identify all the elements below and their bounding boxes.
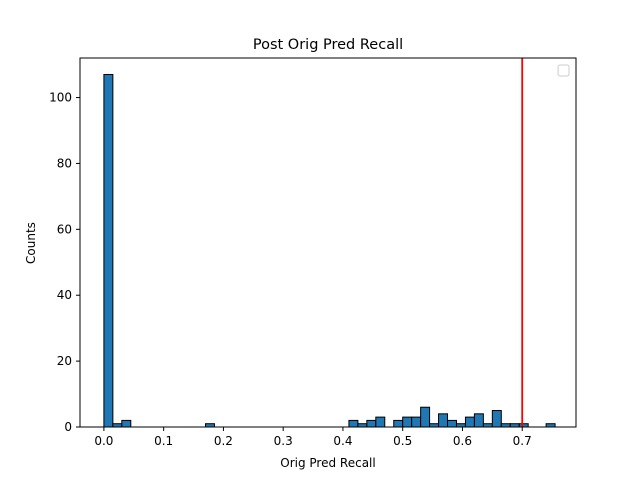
y-axis-ticks: 0 20 40 60 80 100 [49,91,80,434]
x-tick-label: 0.4 [333,434,352,448]
y-tick-label: 40 [57,288,72,302]
y-tick-label: 80 [57,156,72,170]
x-axis-label: Orig Pred Recall [280,456,375,470]
plot-frame [79,57,577,428]
histogram-bar [402,416,413,428]
histogram-bar [348,419,359,428]
x-tick-label: 0.6 [453,434,472,448]
histogram-bar [375,416,386,428]
histogram-bar [411,416,422,428]
histogram-bar [491,410,502,428]
x-tick-label: 0.3 [274,434,293,448]
legend-box [557,64,570,77]
y-axis-label: Counts [24,222,38,264]
y-tick-label: 60 [57,222,72,236]
histogram-bar [447,419,457,428]
x-tick-label: 0.2 [214,434,233,448]
y-tick-label: 100 [49,91,72,105]
histogram-bar [438,413,449,428]
histogram-bar [420,406,431,428]
histogram-bar [473,413,484,428]
x-axis-ticks: 0.0 0.1 0.2 0.3 0.4 0.5 0.6 0.7 [94,427,532,448]
histogram-bars [103,73,556,428]
y-tick-label: 20 [57,354,72,368]
x-tick-label: 0.5 [393,434,412,448]
histogram-bar [121,419,132,428]
chart-title: Post Orig Pred Recall [253,37,403,53]
y-tick-label: 0 [64,420,72,434]
x-tick-label: 0.0 [94,434,113,448]
x-tick-label: 0.7 [513,434,532,448]
x-tick-label: 0.1 [154,434,173,448]
histogram-bar [366,419,377,428]
histogram-bar [393,419,404,428]
histogram-bar [103,73,114,428]
histogram-bar [464,416,475,428]
